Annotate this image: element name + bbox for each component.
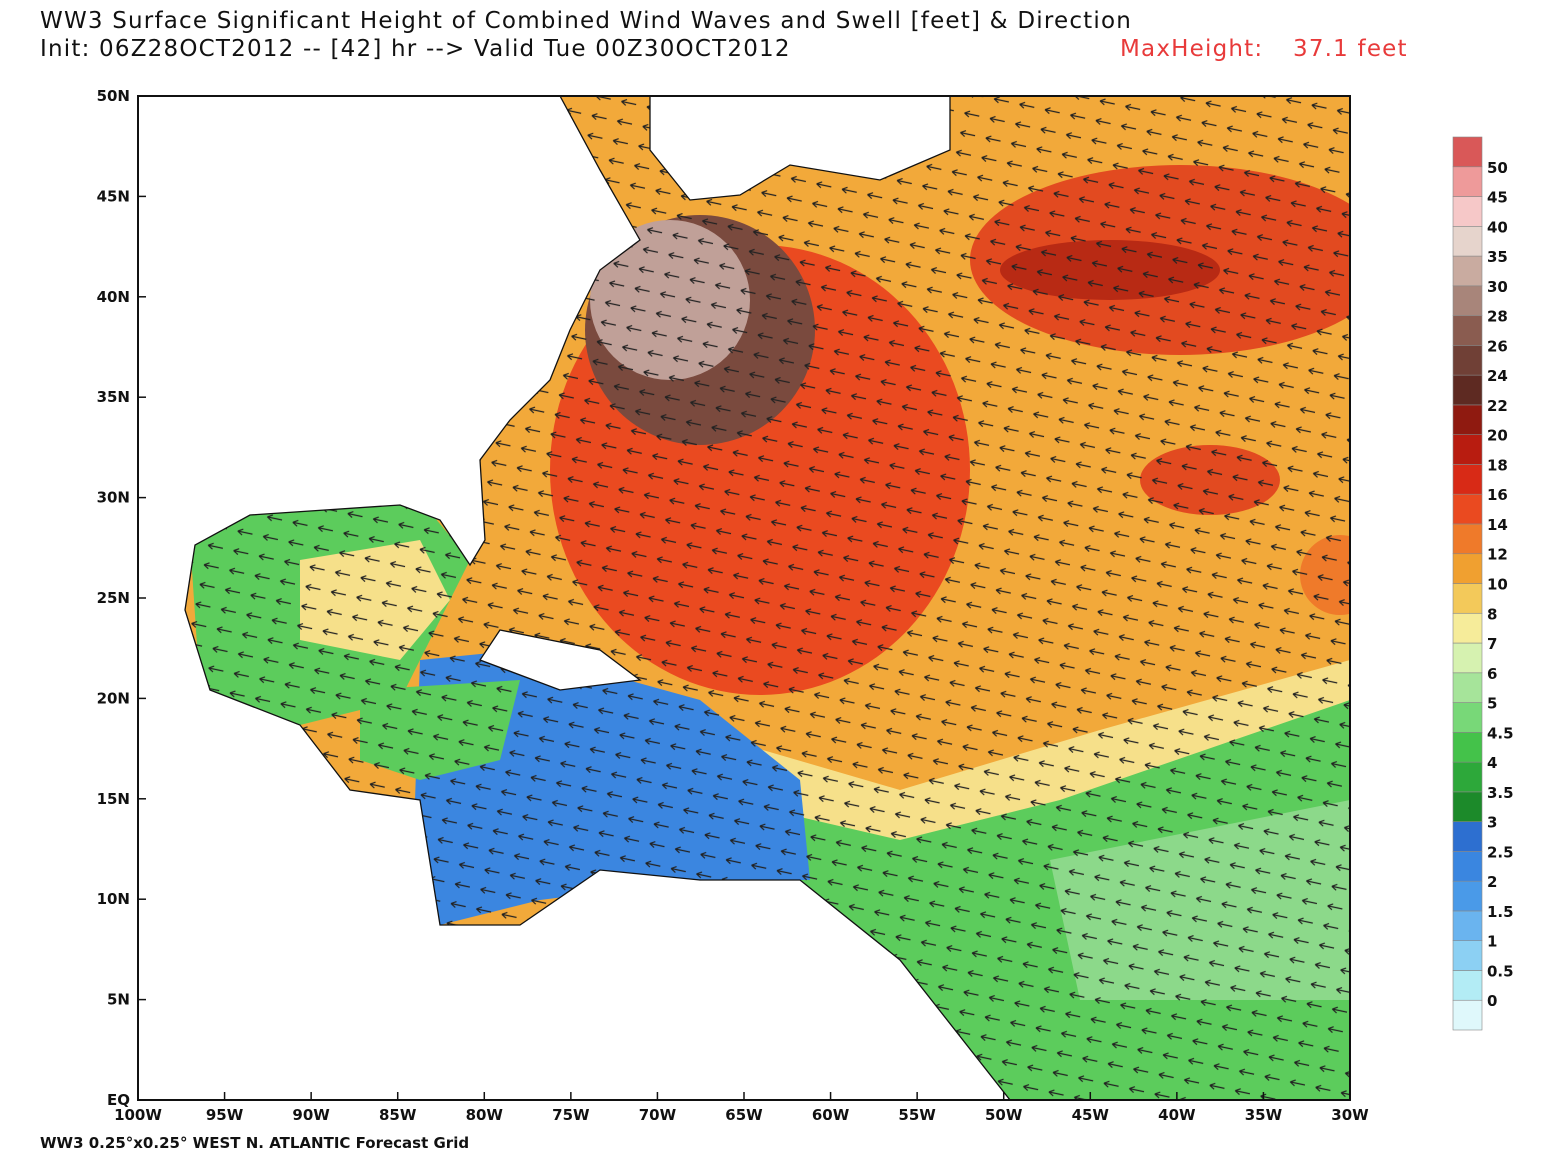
color-box	[1452, 553, 1483, 584]
colorbar-label: 30	[1487, 278, 1508, 296]
y-tick-label: 10N	[97, 890, 130, 908]
color-box	[1452, 880, 1483, 912]
color-box	[1452, 672, 1483, 703]
title: WW3 Surface Significant Height of Combin…	[40, 8, 1132, 34]
color-box	[1452, 404, 1483, 435]
subtitle: Init: 06Z28OCT2012 -- [42] hr --> Valid …	[40, 36, 791, 62]
colorbar-label: 8	[1487, 605, 1497, 623]
colorbar-label: 45	[1487, 189, 1508, 207]
x-tick-label: 30W	[1331, 1106, 1369, 1124]
color-box	[1452, 493, 1483, 525]
color-box	[1452, 642, 1483, 674]
x-tick-label: 35W	[1245, 1106, 1283, 1124]
colorbar-label: 24	[1487, 367, 1508, 385]
color-box	[1452, 285, 1483, 316]
color-box	[1452, 999, 1483, 1031]
color-box	[1452, 612, 1483, 644]
colorbar-label: 16	[1487, 486, 1508, 504]
colorbar-label: 18	[1487, 456, 1508, 474]
colorbar-label: 4	[1487, 754, 1497, 772]
colorbar-label: 3.5	[1487, 784, 1514, 802]
x-tick-label: 75W	[552, 1106, 590, 1124]
color-box	[1452, 464, 1483, 495]
colorbar-label: 40	[1487, 218, 1508, 236]
colorbar-label: 14	[1487, 516, 1508, 534]
color-box	[1452, 315, 1483, 346]
x-tick-label: 40W	[1158, 1106, 1196, 1124]
x-tick-label: 80W	[466, 1106, 504, 1124]
color-box	[1452, 702, 1483, 733]
colorbar-label: 5	[1487, 695, 1497, 713]
x-tick-label: 60W	[812, 1106, 850, 1124]
color-box	[1452, 523, 1483, 555]
color-box	[1452, 255, 1483, 287]
colorbar-label: 28	[1487, 308, 1508, 326]
color-box	[1452, 196, 1483, 227]
color-box	[1452, 166, 1483, 197]
color-box	[1452, 136, 1483, 168]
x-tick-label: 50W	[985, 1106, 1023, 1124]
color-box	[1452, 226, 1483, 257]
y-tick-label: EQ	[107, 1091, 130, 1109]
color-box	[1452, 583, 1483, 614]
colorbar-label: 10	[1487, 576, 1508, 594]
x-tick-label: 95W	[206, 1106, 244, 1124]
colorbar-label: 3	[1487, 814, 1497, 832]
colorbar-label: 35	[1487, 248, 1508, 266]
x-tick-label: 100W	[114, 1106, 162, 1124]
y-tick-label: 50N	[97, 87, 130, 105]
color-box	[1452, 970, 1483, 1001]
colorbar-label: 1	[1487, 933, 1497, 951]
colorbar-label: 2.5	[1487, 843, 1514, 861]
y-tick-label: 20N	[97, 689, 130, 707]
colorbar-label: 0.5	[1487, 962, 1514, 980]
y-tick-label: 45N	[97, 187, 130, 205]
colorbar-label: 2	[1487, 873, 1497, 891]
color-box	[1452, 821, 1483, 852]
map-field	[138, 96, 1350, 1100]
colorbar-label: 12	[1487, 546, 1508, 564]
colorbar-label: 7	[1487, 635, 1497, 653]
color-box	[1452, 761, 1483, 793]
colorbar-label: 1.5	[1487, 903, 1514, 921]
x-tick-label: 45W	[1072, 1106, 1110, 1124]
color-box	[1452, 434, 1483, 465]
x-tick-label: 70W	[639, 1106, 677, 1124]
color-box	[1452, 910, 1483, 942]
colorbar-label: 50	[1487, 159, 1508, 177]
y-tick-label: 30N	[97, 489, 130, 507]
colorbar-label: 4.5	[1487, 724, 1514, 742]
x-tick-label: 85W	[379, 1106, 417, 1124]
max-label: MaxHeight:	[1120, 36, 1263, 62]
color-box	[1452, 851, 1483, 882]
x-tick-label: 90W	[292, 1106, 330, 1124]
colorbar-label: 26	[1487, 337, 1508, 355]
footer: WW3 0.25°x0.25° WEST N. ATLANTIC Forecas…	[40, 1134, 469, 1152]
color-box	[1452, 374, 1483, 406]
colorbar-label: 6	[1487, 665, 1497, 683]
colorbar-label: 22	[1487, 397, 1508, 415]
color-box	[1452, 791, 1483, 822]
max-value: 37.1 feet	[1293, 36, 1408, 62]
y-tick-label: 25N	[97, 589, 130, 607]
y-tick-label: 5N	[107, 991, 130, 1009]
color-box	[1452, 732, 1483, 763]
colorbar-label: 0	[1487, 992, 1497, 1010]
colorbar-label: 20	[1487, 427, 1508, 445]
color-box	[1452, 345, 1483, 376]
y-tick-label: 40N	[97, 288, 130, 306]
x-tick-label: 55W	[898, 1106, 936, 1124]
y-tick-label: 15N	[97, 790, 130, 808]
color-box	[1452, 940, 1483, 971]
y-tick-label: 35N	[97, 388, 130, 406]
x-tick-label: 65W	[725, 1106, 763, 1124]
